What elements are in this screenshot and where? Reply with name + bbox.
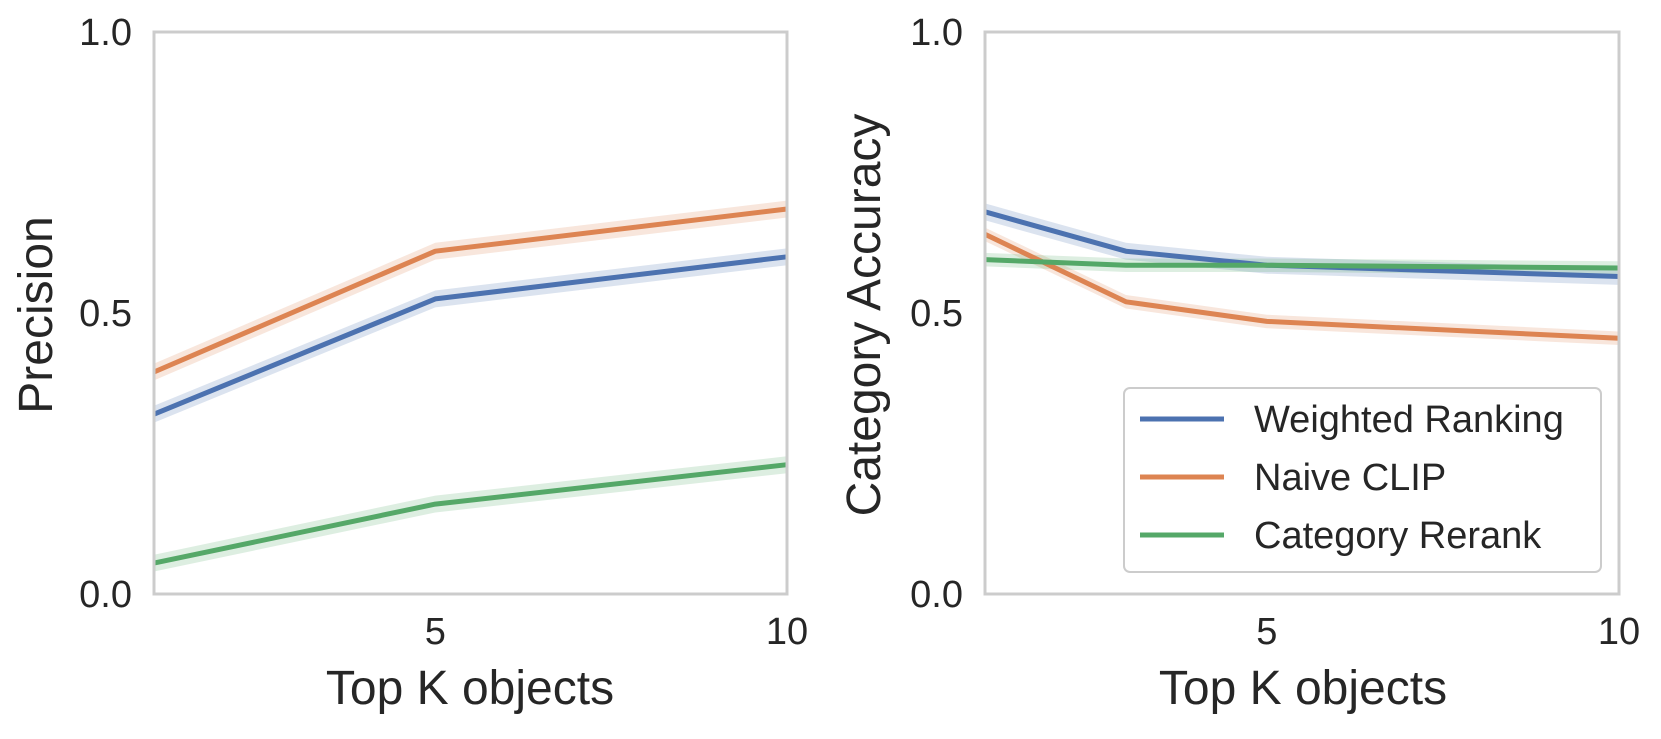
category-accuracy-x-tick-label: 5 [1256, 611, 1277, 653]
precision-x-tick-label: 5 [425, 611, 446, 653]
precision-line-naive-clip [153, 206, 788, 375]
category-accuracy-y-tick-label: 0.5 [910, 293, 963, 335]
legend-label-category-rerank: Category Rerank [1254, 515, 1542, 557]
category-accuracy-line-weighted-ranking [984, 209, 1620, 279]
precision-confidence-band-category-rerank [154, 456, 787, 572]
category-accuracy-y-axis-label: Category Accuracy [838, 114, 891, 517]
category-accuracy-line-naive-clip [983, 232, 1620, 341]
legend-box [1123, 387, 1602, 573]
category-accuracy-y-tick-label: 1.0 [910, 12, 963, 54]
category-accuracy-y-tick-label: 0.0 [910, 574, 963, 616]
category-accuracy-chart-panel: 0.0 0.5 1.0 5 10 Category Accuracy Top K obje… [838, 12, 1640, 715]
legend: Weighted Ranking Naive CLIP Category Rer… [1123, 387, 1602, 573]
precision-plot-frame [152, 30, 789, 596]
precision-x-tick-label: 10 [766, 611, 808, 653]
precision-chart-panel: 0.0 0.5 1.0 5 10 Precision Top K objects [10, 12, 808, 715]
precision-y-axis-label: Precision [10, 216, 63, 413]
precision-line-weighted-ranking [153, 254, 788, 417]
category-accuracy-x-tick-label: 10 [1598, 611, 1640, 653]
category-accuracy-plot-frame [983, 30, 1621, 596]
precision-x-axis-label: Top K objects [326, 662, 614, 715]
precision-y-tick-label: 1.0 [79, 12, 132, 54]
precision-line-category-rerank [153, 462, 788, 566]
category-accuracy-line-category-rerank [984, 257, 1620, 271]
category-accuracy-x-axis-label: Top K objects [1159, 662, 1447, 715]
legend-label-naive-clip: Naive CLIP [1254, 457, 1446, 499]
precision-y-tick-label: 0.5 [79, 293, 132, 335]
precision-y-tick-label: 0.0 [79, 574, 132, 616]
legend-label-weighted-ranking: Weighted Ranking [1254, 399, 1564, 441]
